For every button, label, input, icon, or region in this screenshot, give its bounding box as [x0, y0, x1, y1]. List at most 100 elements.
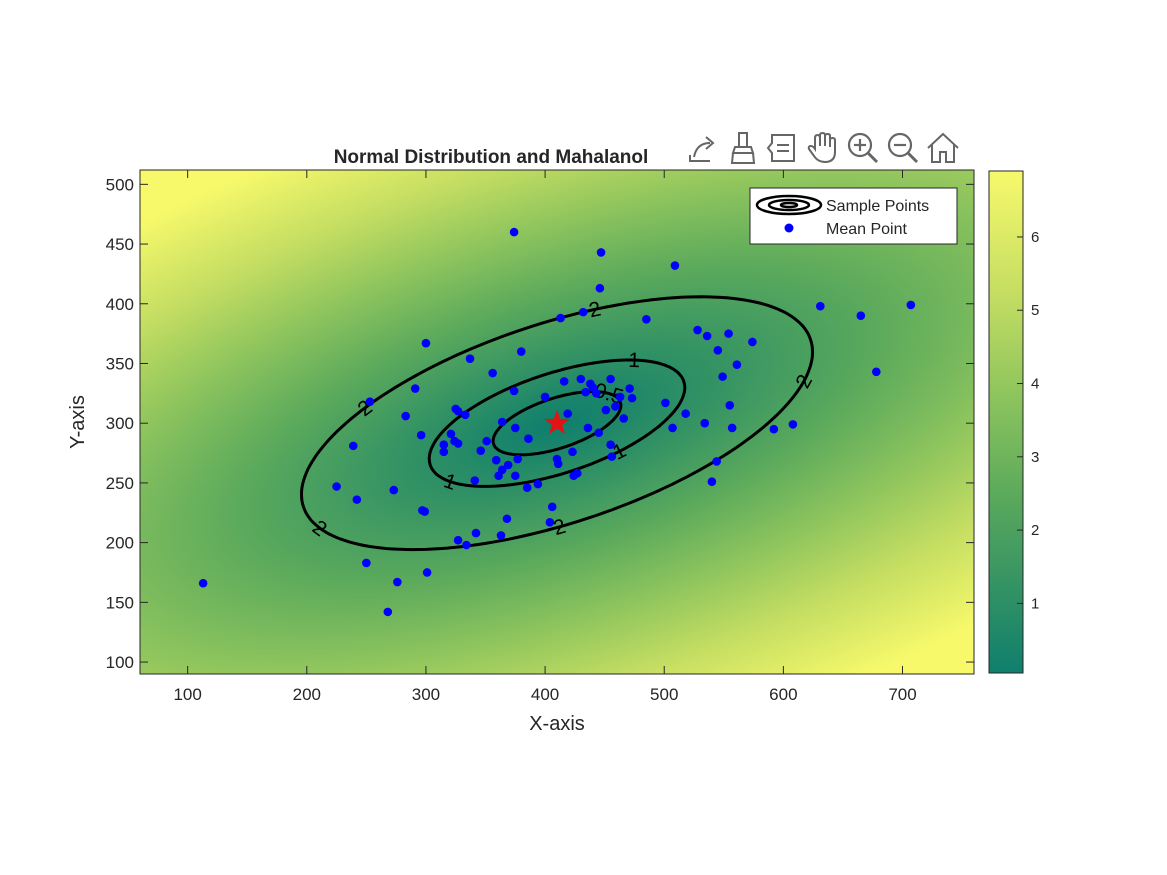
data-point — [596, 248, 606, 257]
pan-hand-icon — [807, 131, 836, 164]
data-point — [606, 374, 615, 384]
export-icon — [689, 136, 715, 162]
data-point — [460, 410, 470, 420]
data-point — [607, 452, 617, 461]
zoom-in-icon — [847, 132, 879, 164]
contour-level-1 — [427, 358, 687, 488]
data-point — [420, 507, 430, 516]
data-point — [553, 459, 563, 469]
data-point — [446, 429, 456, 439]
y-tick-label: 300 — [106, 414, 134, 433]
data-point — [352, 495, 362, 504]
data-point — [668, 423, 677, 433]
export-button[interactable] — [684, 128, 722, 168]
y-tick-label: 250 — [106, 474, 134, 493]
data-point — [595, 283, 605, 293]
data-point — [572, 469, 582, 478]
x-tick-label: 100 — [173, 685, 201, 704]
data-point — [713, 346, 723, 355]
colorbar-tick-label: 6 — [1031, 229, 1039, 246]
data-point — [712, 457, 721, 466]
pan-button[interactable] — [804, 128, 842, 168]
datatip-button[interactable] — [764, 128, 802, 168]
data-point — [470, 476, 480, 485]
contour-level-2 — [299, 295, 815, 552]
data-point — [563, 409, 573, 418]
colorbar[interactable]: 1 2 3 4 5 6 — [988, 170, 1039, 674]
data-point — [509, 386, 519, 396]
data-point — [670, 261, 680, 270]
data-point — [788, 420, 798, 429]
home-icon — [927, 132, 959, 163]
data-point — [471, 528, 481, 538]
data-point — [439, 447, 449, 457]
y-tick-label: 100 — [106, 653, 134, 672]
y-axis-ticks: 100 150 200 250 300 350 400 450 500 — [106, 175, 974, 672]
y-tick-label: 200 — [106, 534, 134, 553]
data-point — [724, 329, 733, 338]
data-point — [439, 440, 449, 449]
x-tick-label: 300 — [412, 685, 440, 704]
brush-button[interactable] — [724, 128, 762, 168]
data-point — [702, 331, 712, 341]
data-point — [540, 392, 550, 402]
data-point — [482, 436, 492, 446]
data-point — [502, 514, 512, 524]
data-point — [511, 471, 520, 481]
data-point — [856, 311, 866, 321]
data-point — [906, 300, 916, 310]
legend[interactable]: Sample Points Mean Point — [749, 187, 958, 245]
data-point — [453, 439, 463, 448]
data-point — [422, 568, 432, 577]
zoom-out-button[interactable] — [884, 128, 922, 168]
data-point — [700, 418, 710, 428]
data-point — [389, 485, 399, 495]
x-tick-label: 500 — [650, 685, 678, 704]
chart-title: Normal Distribution and Mahalanol — [334, 147, 649, 168]
contour-label: 2 — [587, 297, 603, 322]
data-point — [601, 405, 611, 415]
data-point — [383, 607, 393, 617]
data-point — [513, 454, 522, 464]
data-point — [332, 482, 341, 491]
data-point — [198, 578, 208, 588]
colorbar-tick-label: 2 — [1031, 522, 1039, 539]
data-point — [348, 441, 358, 451]
y-axis-label: Y-axis — [67, 395, 89, 449]
data-point — [453, 406, 463, 416]
data-point — [365, 397, 375, 406]
data-point — [725, 400, 735, 410]
legend-box — [749, 187, 958, 245]
data-point — [718, 372, 727, 381]
colorbar-ticks: 1 2 3 4 5 6 — [1017, 229, 1039, 612]
x-axis-label: X-axis — [529, 713, 585, 735]
data-point — [872, 367, 881, 377]
zoom-in-button[interactable] — [844, 128, 882, 168]
data-point — [547, 502, 557, 512]
data-point — [416, 430, 426, 440]
data-point — [581, 387, 590, 397]
data-point — [496, 531, 506, 540]
home-button[interactable] — [924, 128, 962, 168]
y-tick-label: 350 — [106, 354, 134, 373]
data-point — [465, 354, 475, 364]
data-point — [816, 301, 825, 311]
colorbar-tick-label: 3 — [1031, 449, 1039, 466]
colorbar-tick-label: 4 — [1031, 376, 1039, 393]
legend-contour-symbol — [755, 194, 823, 216]
data-point — [748, 337, 757, 347]
data-point — [497, 417, 507, 427]
data-point — [410, 384, 420, 393]
data-point — [769, 424, 779, 434]
axes-box — [139, 169, 975, 675]
data-point — [619, 414, 629, 423]
contour-label: 1 — [628, 349, 640, 372]
data-point — [503, 460, 513, 470]
data-point — [559, 377, 569, 386]
data-point — [497, 465, 507, 475]
y-tick-label: 500 — [106, 175, 134, 194]
y-tick-label: 150 — [106, 593, 134, 612]
y-tick-label: 400 — [106, 295, 134, 314]
